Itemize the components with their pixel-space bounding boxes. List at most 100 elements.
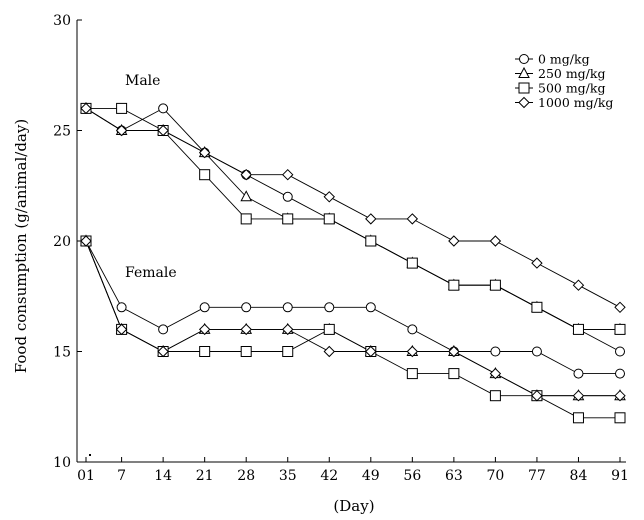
data-point-male-0-mg-kg	[615, 346, 625, 357]
data-point-female-0-mg-kg	[158, 324, 169, 335]
data-point-male-0-mg-kg	[282, 191, 293, 202]
data-point-female-500-mg-kg	[614, 412, 626, 424]
data-point-male-1000-mg-kg	[198, 146, 211, 159]
series-lines-layer	[85, 107, 621, 419]
data-point-male-1000-mg-kg	[115, 124, 128, 137]
data-point-male-500-mg-kg	[240, 213, 252, 225]
origin-dot	[89, 454, 91, 456]
legend-marker-triangle	[518, 66, 530, 78]
series-line-male-500-mg-kg	[86, 107, 620, 330]
data-point-female-1000-mg-kg	[240, 323, 252, 336]
y-axis-title: Food consumption (g/animal/day)	[12, 119, 30, 373]
data-point-male-1000-mg-kg	[157, 124, 169, 137]
male-annotation: Male	[125, 73, 160, 89]
data-point-female-1000-mg-kg	[489, 367, 502, 380]
series-line-female-1000-mg-kg	[85, 240, 620, 397]
data-point-male-500-mg-kg	[448, 279, 460, 291]
x-tick-label: 70	[486, 468, 504, 484]
data-point-male-500-mg-kg	[199, 169, 211, 181]
data-point-male-250-mg-kg	[240, 190, 253, 202]
data-point-female-0-mg-kg	[116, 302, 127, 313]
data-point-male-1000-mg-kg	[572, 279, 585, 291]
x-tick-label: 01	[77, 468, 95, 484]
data-point-female-1000-mg-kg	[282, 323, 294, 336]
data-point-female-500-mg-kg	[199, 346, 211, 357]
legend-label: 250 mg/kg	[538, 66, 605, 81]
data-point-female-0-mg-kg	[199, 302, 210, 313]
x-tick-label: 28	[237, 468, 255, 484]
data-point-male-1000-mg-kg	[531, 257, 543, 269]
legend-label: 500 mg/kg	[538, 81, 605, 96]
data-point-female-0-mg-kg	[407, 324, 418, 335]
data-point-female-0-mg-kg	[573, 368, 584, 379]
data-point-male-1000-mg-kg	[489, 235, 502, 247]
data-point-male-500-mg-kg	[406, 257, 418, 269]
data-point-male-500-mg-kg	[116, 102, 128, 114]
data-point-female-0-mg-kg	[365, 302, 376, 313]
data-point-female-1000-mg-kg	[157, 345, 169, 358]
y-tick-label: 10	[53, 455, 71, 471]
data-point-male-500-mg-kg	[323, 213, 335, 225]
series-line-female-0-mg-kg	[85, 240, 620, 375]
data-point-female-500-mg-kg	[323, 323, 335, 335]
data-point-female-1000-mg-kg	[115, 323, 128, 336]
data-point-female-1000-mg-kg	[614, 389, 626, 402]
data-point-female-0-mg-kg	[531, 346, 542, 357]
data-point-female-500-mg-kg	[282, 346, 294, 357]
data-point-female-1000-mg-kg	[80, 235, 92, 247]
y-tick-label: 15	[53, 345, 71, 361]
x-tick-label: 49	[362, 468, 380, 484]
data-point-male-1000-mg-kg	[365, 213, 377, 225]
data-point-female-500-mg-kg	[448, 368, 460, 380]
data-point-male-0-mg-kg	[158, 103, 169, 114]
data-point-female-0-mg-kg	[490, 346, 501, 357]
data-point-female-0-mg-kg	[615, 368, 625, 379]
legend-marker-circle	[519, 54, 529, 64]
data-point-male-1000-mg-kg	[282, 168, 294, 181]
legend-marker-diamond	[518, 96, 530, 109]
data-point-female-500-mg-kg	[489, 390, 501, 402]
x-tick-label: 42	[320, 468, 338, 484]
labels-layer: Food consumption (g/animal/day) (Day) Ma…	[12, 13, 629, 515]
data-point-male-1000-mg-kg	[406, 213, 419, 225]
axes-layer	[76, 19, 626, 463]
legend-label: 1000 mg/kg	[538, 95, 613, 110]
data-point-male-500-mg-kg	[489, 279, 501, 291]
x-tick-label: 56	[403, 468, 421, 484]
x-tick-label: 91	[611, 468, 629, 484]
series-line-male-0-mg-kg	[85, 107, 621, 352]
data-point-female-1000-mg-kg	[531, 389, 543, 402]
x-tick-label: 84	[570, 468, 588, 484]
y-tick-label: 25	[53, 124, 71, 140]
data-point-male-500-mg-kg	[572, 323, 584, 335]
data-point-female-500-mg-kg	[240, 346, 252, 357]
legend-label: 0 mg/kg	[538, 52, 590, 67]
legend-marker-square	[518, 82, 530, 94]
female-annotation: Female	[125, 265, 177, 281]
data-point-male-500-mg-kg	[531, 301, 543, 313]
x-axis-title: (Day)	[333, 497, 374, 515]
series-line-male-1000-mg-kg	[85, 108, 621, 308]
data-point-female-1000-mg-kg	[406, 345, 419, 358]
series-markers-layer	[80, 101, 626, 424]
data-point-male-1000-mg-kg	[614, 301, 626, 314]
data-point-female-1000-mg-kg	[323, 345, 335, 358]
data-point-female-1000-mg-kg	[198, 323, 211, 336]
data-point-male-1000-mg-kg	[80, 102, 92, 115]
y-tick-label: 20	[53, 234, 71, 250]
data-point-male-500-mg-kg	[614, 323, 626, 335]
series-line-female-500-mg-kg	[85, 240, 620, 419]
data-point-female-0-mg-kg	[324, 302, 335, 313]
data-point-male-1000-mg-kg	[240, 168, 252, 181]
data-point-female-0-mg-kg	[282, 302, 293, 313]
x-tick-label: 63	[445, 468, 463, 484]
series-line-male-250-mg-kg	[85, 108, 620, 330]
data-point-female-500-mg-kg	[406, 368, 418, 380]
data-point-male-500-mg-kg	[365, 235, 377, 247]
y-tick-label: 30	[53, 13, 71, 29]
x-tick-label: 7	[117, 468, 126, 484]
x-tick-label: 35	[279, 468, 297, 484]
data-point-female-0-mg-kg	[241, 302, 252, 313]
x-tick-label: 77	[528, 468, 546, 484]
